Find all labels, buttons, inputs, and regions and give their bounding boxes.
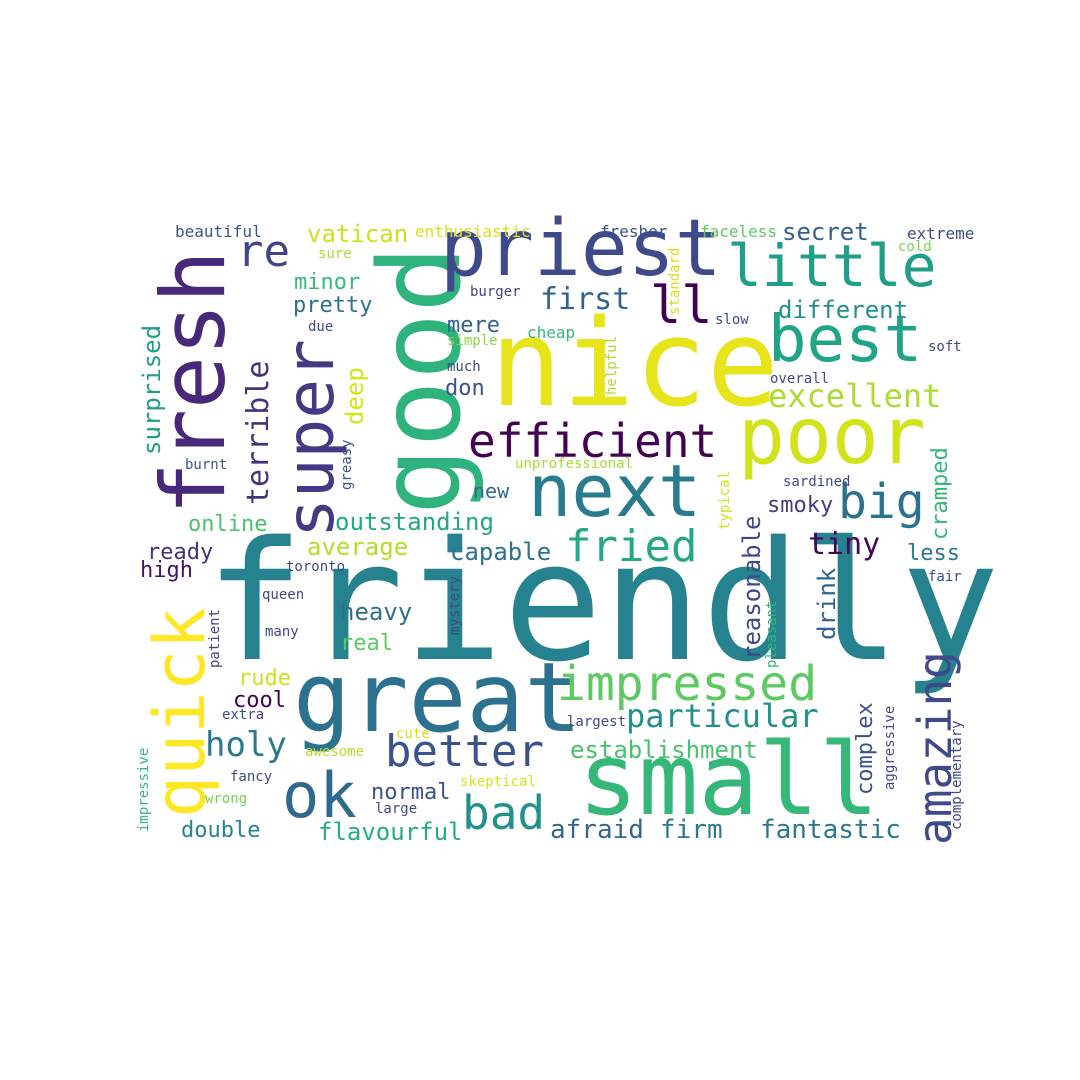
word-ll: ll	[650, 276, 713, 336]
word-largest: largest	[567, 714, 627, 730]
word-vatican: vatican	[307, 220, 409, 248]
word-complementary: complementary	[949, 720, 965, 830]
word-typical: typical	[717, 470, 733, 530]
word-sure: sure	[318, 246, 352, 262]
word-re: re	[237, 226, 290, 277]
word-helpful: helpful	[604, 335, 620, 395]
word-overall: overall	[770, 371, 830, 387]
word-particular: particular	[626, 697, 819, 735]
word-afraid: afraid	[550, 815, 644, 845]
word-mere: mere	[447, 313, 500, 338]
word-small: small	[578, 721, 880, 838]
word-unprofessional: unprofessional	[515, 456, 634, 472]
word-complex: complex	[853, 702, 878, 795]
word-skeptical: skeptical	[460, 774, 536, 790]
word-cheap: cheap	[527, 323, 576, 342]
word-first: first	[540, 282, 631, 317]
word-firm: firm	[660, 815, 723, 845]
word-double: double	[181, 818, 261, 843]
word-big: big	[838, 474, 925, 530]
word-fresher: fresher	[600, 222, 668, 241]
word-efficient: efficient	[468, 414, 718, 468]
word-standard: standard	[667, 247, 683, 315]
word-awesome: awesome	[305, 744, 365, 760]
word-terrible: terrible	[241, 360, 276, 506]
word-cold: cold	[898, 239, 932, 255]
word-cramped: cramped	[928, 447, 953, 540]
word-extra: extra	[222, 707, 265, 723]
word-better: better	[385, 726, 544, 777]
word-nice: nice	[490, 295, 779, 434]
word-enthusiastic: enthusiastic	[415, 222, 531, 241]
word-excellent: excellent	[768, 377, 942, 415]
word-toronto: toronto	[286, 559, 346, 575]
word-fair: fair	[928, 569, 962, 585]
word-tiny: tiny	[808, 527, 881, 562]
word-impressed: impressed	[557, 656, 818, 712]
word-heavy: heavy	[340, 598, 413, 626]
word-mystery: mystery	[447, 575, 463, 635]
word-outstanding: outstanding	[335, 508, 494, 536]
word-soft: soft	[928, 339, 962, 355]
word-ready: ready	[147, 540, 214, 565]
word-different: different	[778, 296, 909, 324]
word-queen: queen	[262, 587, 305, 603]
word-rude: rude	[238, 666, 291, 691]
word-holy: holy	[205, 725, 287, 765]
word-next: next	[528, 449, 702, 533]
word-less: less	[907, 541, 960, 566]
word-much: much	[447, 359, 481, 375]
word-due: due	[308, 319, 334, 335]
word-sardined: sardined	[783, 474, 851, 490]
word-don: don	[445, 376, 485, 401]
word-best: best	[768, 303, 923, 377]
word-normal: normal	[371, 780, 451, 805]
word-cute: cute	[396, 726, 430, 742]
word-real: real	[340, 631, 393, 656]
word-wrong: wrong	[205, 791, 248, 807]
word-fancy: fancy	[230, 769, 273, 785]
word-many: many	[265, 624, 299, 640]
word-extreme: extreme	[907, 224, 975, 243]
word-poor: poor	[738, 392, 926, 482]
word-establishment: establishment	[570, 736, 758, 764]
word-great: great	[293, 642, 582, 754]
word-aggressive: aggressive	[882, 705, 898, 790]
word-little: little	[727, 232, 937, 300]
word-online: online	[188, 512, 268, 537]
word-average: average	[307, 533, 409, 561]
word-smoky: smoky	[767, 493, 834, 518]
word-minor: minor	[294, 270, 361, 295]
word-friendly: friendly	[205, 506, 1000, 698]
word-bad: bad	[462, 786, 546, 840]
word-pretty: pretty	[293, 293, 373, 318]
word-patient: patient	[207, 608, 223, 668]
word-fried: fried	[565, 521, 698, 572]
word-ok: ok	[282, 759, 357, 832]
word-secret: secret	[782, 218, 869, 246]
word-priest: priest	[440, 204, 722, 294]
word-new: new	[473, 479, 510, 503]
word-deep: deep	[341, 367, 369, 425]
word-fantastic: fantastic	[760, 815, 901, 845]
word-reasonable: reasonable	[738, 515, 766, 661]
word-pleasant: pleasant	[764, 600, 780, 668]
word-beautiful: beautiful	[175, 222, 262, 241]
word-slow: slow	[715, 312, 749, 328]
word-faceless: faceless	[700, 222, 778, 241]
word-large: large	[375, 801, 418, 817]
word-quick: quick	[139, 607, 221, 818]
word-high: high	[140, 558, 193, 583]
word-drink: drink	[813, 567, 841, 640]
word-burger: burger	[470, 284, 521, 300]
word-flavourful: flavourful	[318, 818, 463, 846]
word-simple: simple	[447, 333, 498, 349]
word-greasy: greasy	[339, 439, 355, 490]
word-impressive: impressive	[136, 747, 152, 832]
word-capable: capable	[450, 538, 552, 566]
word-burnt: burnt	[185, 457, 228, 473]
word-surprised: surprised	[138, 324, 166, 455]
word-cool: cool	[233, 688, 286, 713]
